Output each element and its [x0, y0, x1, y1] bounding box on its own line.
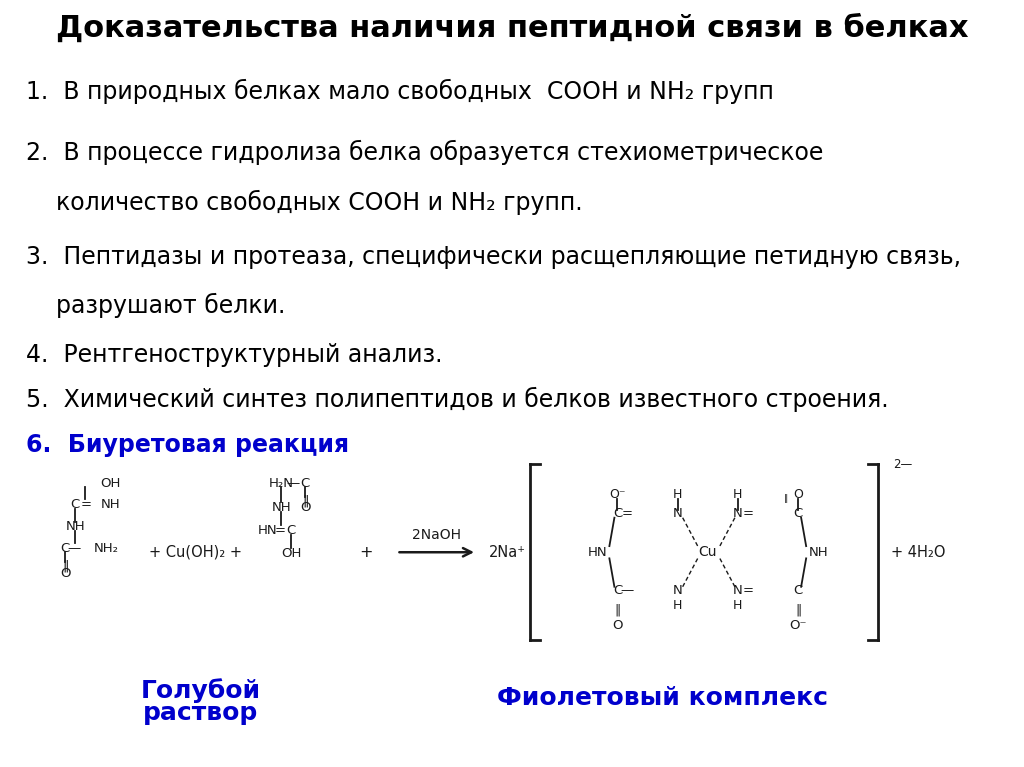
Text: NH: NH: [271, 502, 291, 514]
Text: C: C: [794, 508, 803, 520]
Text: Голубой: Голубой: [140, 678, 261, 703]
Text: OH: OH: [281, 548, 301, 560]
Text: 5.  Химический синтез полипептидов и белков известного строения.: 5. Химический синтез полипептидов и белк…: [26, 387, 888, 412]
Text: =: =: [622, 508, 633, 520]
Text: 2.  В процессе гидролиза белка образуется стехиометрическое: 2. В процессе гидролиза белка образуется…: [26, 140, 823, 165]
Text: 2NaOH: 2NaOH: [413, 528, 461, 542]
Text: + 4H₂O: + 4H₂O: [891, 545, 946, 560]
Text: + Cu(OH)₂ +: + Cu(OH)₂ +: [150, 545, 243, 560]
Text: 3.  Пептидазы и протеаза, специфически расщепляющие петидную связь,: 3. Пептидазы и протеаза, специфически ра…: [26, 245, 961, 268]
Text: ‖: ‖: [784, 494, 788, 503]
Text: =: =: [742, 584, 754, 597]
Text: Доказательства наличия пептидной связи в белках: Доказательства наличия пептидной связи в…: [55, 13, 969, 42]
Text: Фиолетовый комплекс: Фиолетовый комплекс: [497, 686, 828, 710]
Text: =: =: [742, 508, 754, 520]
Text: O: O: [794, 489, 803, 501]
Text: C: C: [794, 584, 803, 597]
Text: —: —: [287, 477, 300, 489]
Text: C: C: [301, 477, 310, 489]
Text: =: =: [274, 525, 286, 537]
Text: C: C: [60, 542, 70, 555]
Text: O: O: [60, 568, 71, 580]
Text: N: N: [673, 508, 683, 520]
Text: O⁻: O⁻: [790, 619, 807, 631]
Text: ‖: ‖: [61, 560, 69, 572]
Text: 6.  Биуретовая реакция: 6. Биуретовая реакция: [26, 433, 349, 457]
Text: N: N: [673, 584, 683, 597]
Text: NH: NH: [66, 521, 85, 533]
Text: 1.  В природных белках мало свободных  COOH и NH₂ групп: 1. В природных белках мало свободных COO…: [26, 79, 773, 104]
Text: O⁻: O⁻: [609, 489, 626, 501]
Text: разрушают белки.: разрушают белки.: [26, 293, 285, 318]
Text: раствор: раствор: [143, 701, 258, 726]
Text: NH: NH: [808, 546, 828, 558]
Text: H₂N: H₂N: [268, 477, 294, 489]
Text: C: C: [612, 508, 622, 520]
Text: =: =: [81, 499, 92, 511]
Text: O: O: [300, 502, 310, 514]
Text: N: N: [733, 584, 742, 597]
Text: O: O: [612, 619, 623, 631]
Text: C: C: [612, 584, 622, 597]
Text: +: +: [359, 545, 373, 560]
Text: 4.  Рентгеноструктурный анализ.: 4. Рентгеноструктурный анализ.: [26, 343, 442, 367]
Text: Cu: Cu: [698, 545, 717, 559]
Text: ‖: ‖: [302, 495, 308, 507]
Text: H: H: [673, 600, 682, 612]
Text: NH: NH: [100, 499, 120, 511]
Text: N: N: [733, 508, 742, 520]
Text: C: C: [287, 525, 296, 537]
Text: H: H: [733, 489, 742, 501]
Text: NH₂: NH₂: [93, 542, 119, 555]
Text: H: H: [673, 489, 682, 501]
Text: 2Na⁺: 2Na⁺: [488, 545, 525, 560]
Text: C: C: [71, 499, 80, 511]
Text: HN: HN: [588, 546, 607, 558]
Text: OH: OH: [100, 477, 121, 489]
Text: HN: HN: [258, 525, 278, 537]
Text: ‖: ‖: [795, 604, 801, 616]
Text: —: —: [621, 584, 634, 597]
Text: количество свободных COOH и NH₂ групп.: количество свободных COOH и NH₂ групп.: [26, 190, 583, 216]
Text: 2—: 2—: [894, 458, 912, 470]
Text: —: —: [68, 542, 81, 555]
Text: ‖: ‖: [614, 604, 621, 616]
Text: H: H: [733, 600, 742, 612]
